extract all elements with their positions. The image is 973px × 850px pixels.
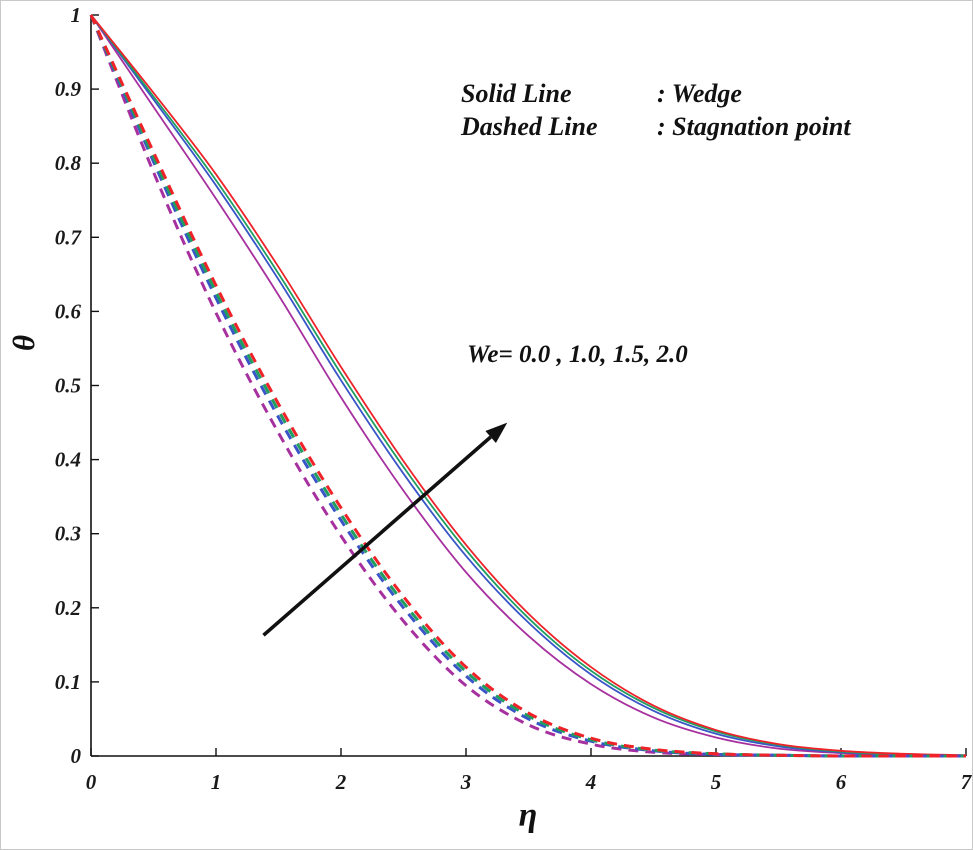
y-tick-label: 0.2 xyxy=(55,596,82,620)
y-tick-label: 0.8 xyxy=(55,151,82,175)
legend-solid-label: Solid Line xyxy=(461,79,572,108)
x-tick-label: 7 xyxy=(961,770,973,794)
y-axis-label: θ xyxy=(6,334,41,352)
y-tick-label: 1 xyxy=(71,3,82,27)
y-tick-label: 0.4 xyxy=(55,448,81,472)
curve-stagnation-we-2 xyxy=(89,14,966,758)
x-tick-label: 4 xyxy=(585,770,597,794)
x-tick-label: 3 xyxy=(460,770,472,794)
legend-dashed-label: Dashed Line xyxy=(461,112,598,141)
y-tick-label: 0.9 xyxy=(55,77,82,101)
we-direction-arrow-shaft xyxy=(262,435,492,637)
we-annotation: We= 0.0 , 1.0, 1.5, 2.0 xyxy=(467,341,688,368)
x-tick-label: 5 xyxy=(711,770,722,794)
legend-dashed-value: : Stagnation point xyxy=(657,112,851,141)
y-tick-label: 0.3 xyxy=(55,522,81,546)
curve-wedge-we-1 xyxy=(90,14,967,757)
legend-solid-value: : Wedge xyxy=(657,79,742,108)
y-tick-label: 0.1 xyxy=(55,670,81,694)
x-tick-label: 1 xyxy=(211,770,222,794)
y-tick-label: 0.5 xyxy=(55,374,81,398)
legend: Solid Line : Wedge Dashed Line : Stagnat… xyxy=(461,79,851,142)
y-tick-label: 0.7 xyxy=(55,225,83,249)
x-tick-label: 2 xyxy=(335,770,347,794)
we-direction-arrow-head xyxy=(485,422,508,443)
y-tick-label: 0.6 xyxy=(55,299,82,323)
curve-wedge-we-2 xyxy=(90,14,967,757)
x-axis-label: η xyxy=(518,797,538,834)
curve-wedge-we-0 xyxy=(90,14,967,757)
x-tick-label: 6 xyxy=(836,770,847,794)
x-tick-label: 0 xyxy=(86,770,97,794)
y-tick-label: 0 xyxy=(71,744,82,768)
